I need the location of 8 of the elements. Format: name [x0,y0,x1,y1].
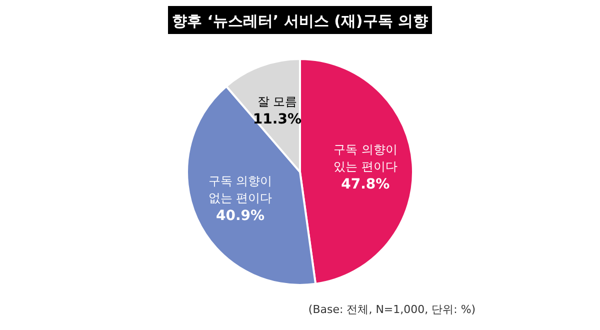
slice-label: 잘 모름 [257,94,298,109]
chart-title: 향후 ‘뉴스레터’ 서비스 (재)구독 의향 [172,12,428,30]
data-label: 11.3% [252,112,302,128]
slice-label: 구독 의향이 없는 편이다 [208,174,272,205]
slice-label: 구독 의향이 있는 편이다 [333,142,398,174]
data-label: 40.9% [216,208,265,224]
text: (Base: 전체, N=1,000, 단위: %) [308,303,476,316]
data-label: 47.8% [341,176,390,192]
